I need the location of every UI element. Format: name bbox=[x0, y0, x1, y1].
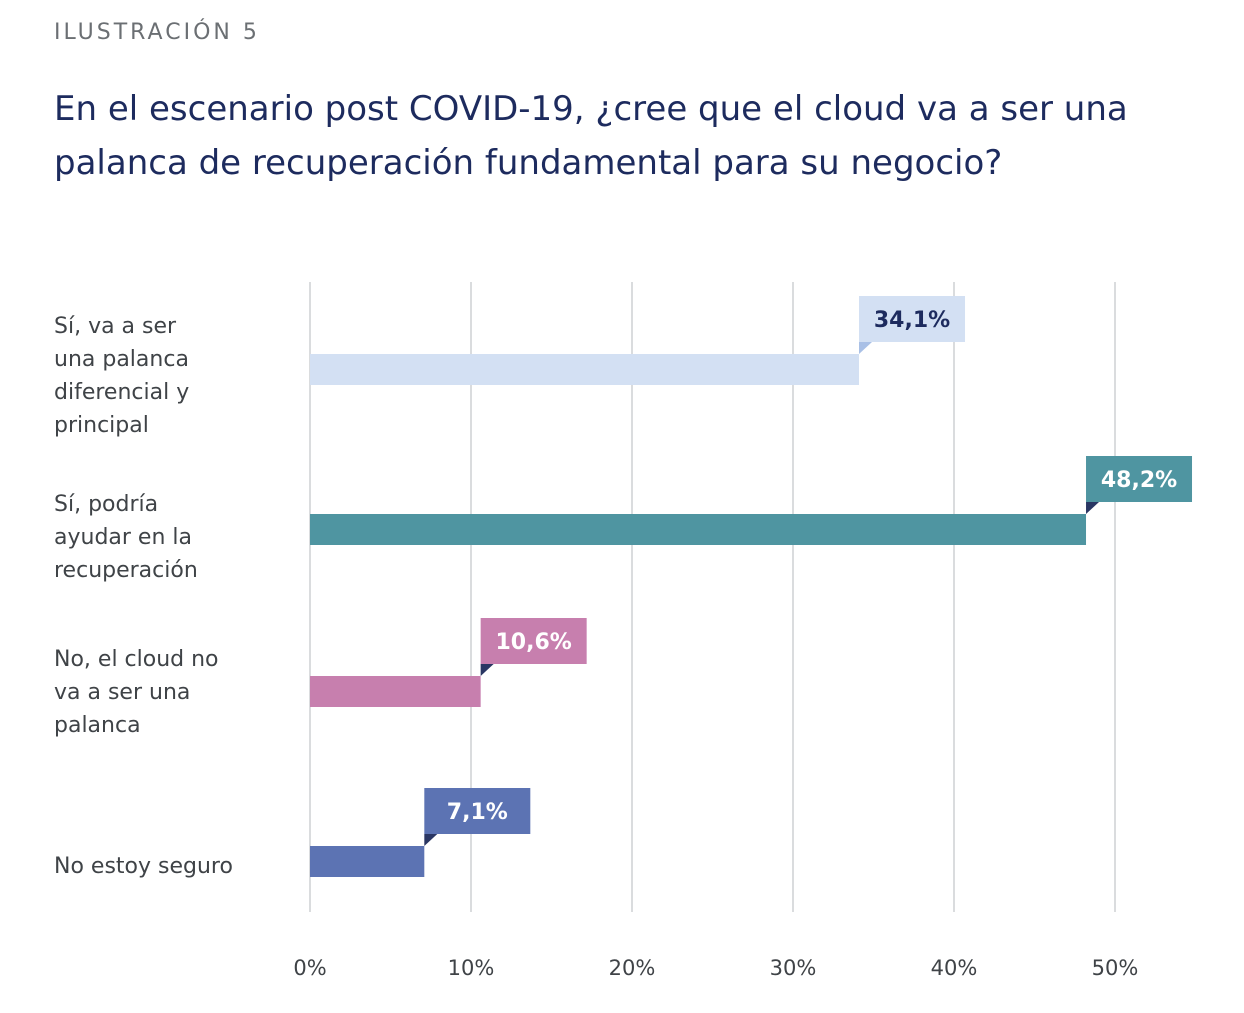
x-tick-label: 50% bbox=[1092, 956, 1139, 980]
x-axis-tick-labels: 0% 10% 20% 30% 40% 50% bbox=[293, 956, 1138, 980]
category-labels: Sí, va a ser una palanca diferencial y prin… bbox=[54, 314, 233, 879]
value-label-pointer bbox=[1086, 502, 1100, 514]
chart-title: En el escenario post COVID-19, ¿cree que… bbox=[54, 89, 1128, 183]
x-tick-label: 40% bbox=[931, 956, 978, 980]
value-label-box bbox=[1086, 456, 1193, 502]
value-label-pointer bbox=[480, 664, 494, 676]
category-label: No, el cloud no va a ser una palanca bbox=[54, 647, 219, 738]
x-tick-label: 20% bbox=[609, 956, 656, 980]
category-label: Sí, podría ayudar en la recuperación bbox=[54, 492, 198, 583]
gridlines bbox=[309, 282, 1116, 912]
x-tick-label: 10% bbox=[448, 956, 495, 980]
value-label-pointer bbox=[859, 342, 873, 354]
category-label-line: palanca bbox=[54, 713, 141, 738]
category-label-line: una palanca bbox=[54, 347, 189, 372]
x-tick-label: 0% bbox=[293, 956, 326, 980]
bar bbox=[310, 354, 860, 385]
value-label-pointer bbox=[424, 834, 438, 846]
figure-number: ILUSTRACIÓN 5 bbox=[54, 20, 260, 45]
bar bbox=[310, 676, 481, 707]
value-label-box bbox=[480, 618, 587, 664]
category-label-line: recuperación bbox=[54, 558, 198, 583]
bar bbox=[310, 514, 1087, 545]
value-label: 10,6% bbox=[495, 630, 571, 655]
x-tick-label: 30% bbox=[770, 956, 817, 980]
category-label-line: No estoy seguro bbox=[54, 854, 233, 879]
category-label-line: va a ser una bbox=[54, 680, 190, 705]
category-label-line: ayudar en la bbox=[54, 525, 192, 550]
value-label: 7,1% bbox=[447, 800, 508, 825]
category-label-line: Sí, podría bbox=[54, 492, 158, 517]
category-label-line: Sí, va a ser bbox=[54, 314, 177, 339]
value-label: 48,2% bbox=[1101, 468, 1177, 493]
value-label-box bbox=[859, 296, 966, 342]
bars: 34,1% 48,2% 10,6% 7,1% bbox=[310, 296, 1193, 877]
category-label-line: No, el cloud no bbox=[54, 647, 219, 672]
category-label-line: principal bbox=[54, 413, 149, 438]
bar bbox=[310, 846, 425, 877]
category-label-line: diferencial y bbox=[54, 380, 189, 405]
category-label: No estoy seguro bbox=[54, 854, 233, 879]
value-label: 34,1% bbox=[874, 308, 950, 333]
value-label-box bbox=[424, 788, 531, 834]
category-label: Sí, va a ser una palanca diferencial y prin… bbox=[54, 314, 189, 438]
